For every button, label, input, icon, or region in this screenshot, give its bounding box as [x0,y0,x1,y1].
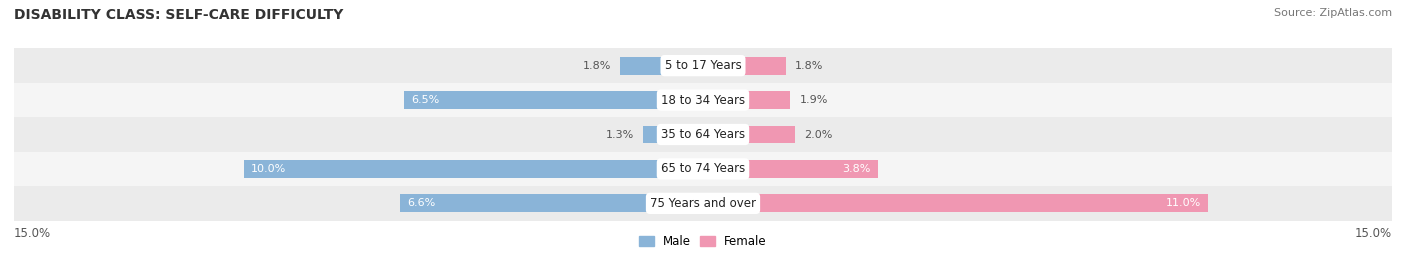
Bar [399,194,703,212]
Text: 1.8%: 1.8% [794,61,824,71]
Text: 2.0%: 2.0% [804,129,832,140]
Text: 1.9%: 1.9% [800,95,828,105]
Text: 6.6%: 6.6% [406,198,434,208]
Text: 11.0%: 11.0% [1166,198,1201,208]
Bar [703,194,1208,212]
Text: 10.0%: 10.0% [250,164,285,174]
Bar [14,83,1392,117]
Text: 1.8%: 1.8% [582,61,612,71]
Text: 18 to 34 Years: 18 to 34 Years [661,94,745,107]
Bar [703,160,877,178]
Text: 6.5%: 6.5% [412,95,440,105]
Text: 5 to 17 Years: 5 to 17 Years [665,59,741,72]
Bar [14,186,1392,221]
Bar [703,91,790,109]
Bar [644,126,703,143]
Bar [405,91,703,109]
Text: 75 Years and over: 75 Years and over [650,197,756,210]
Text: 3.8%: 3.8% [842,164,870,174]
Text: 35 to 64 Years: 35 to 64 Years [661,128,745,141]
Text: 15.0%: 15.0% [1355,228,1392,240]
Bar [243,160,703,178]
Bar [14,152,1392,186]
Legend: Male, Female: Male, Female [634,230,772,253]
Bar [703,126,794,143]
Bar [14,117,1392,152]
Bar [620,57,703,75]
Text: 1.3%: 1.3% [606,129,634,140]
Bar [703,57,786,75]
Bar [14,48,1392,83]
Text: 15.0%: 15.0% [14,228,51,240]
Text: Source: ZipAtlas.com: Source: ZipAtlas.com [1274,8,1392,18]
Text: DISABILITY CLASS: SELF-CARE DIFFICULTY: DISABILITY CLASS: SELF-CARE DIFFICULTY [14,8,343,22]
Text: 65 to 74 Years: 65 to 74 Years [661,162,745,175]
